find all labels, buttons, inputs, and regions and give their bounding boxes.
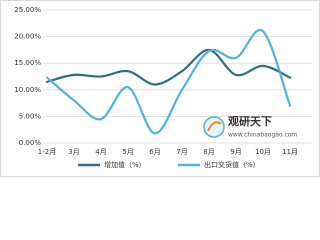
legend-label: 增加值（%） xyxy=(104,160,146,169)
legend-label: 出口交货值（%） xyxy=(204,160,260,169)
x-tick-label: 10月 xyxy=(255,148,271,156)
watermark-logo-swoosh xyxy=(207,121,222,132)
y-tick-label: 20.00% xyxy=(14,33,41,41)
y-tick-label: 10.00% xyxy=(14,86,41,94)
y-tick-label: 0.00% xyxy=(19,139,42,147)
x-tick-label: 11月 xyxy=(282,148,298,156)
watermark-url: www.chinabaogao.com xyxy=(228,132,297,139)
chart-border xyxy=(0,0,320,177)
watermark-name: 观研天下 xyxy=(228,115,272,128)
x-tick-label: 4月 xyxy=(95,148,106,156)
y-tick-label: 5.00% xyxy=(19,112,42,120)
watermark-logo xyxy=(203,116,225,138)
x-tick-label: 5月 xyxy=(122,148,133,156)
y-tick-label: 15.00% xyxy=(14,59,41,67)
page: {"chart_data": {"type": "line", "categor… xyxy=(0,0,320,177)
x-tick-label: 1-2月 xyxy=(38,148,56,156)
x-tick-label: 3月 xyxy=(68,148,79,156)
watermark: 观研天下 www.chinabaogao.com xyxy=(203,115,297,139)
x-tick-label: 9月 xyxy=(230,148,241,156)
x-tick-label: 7月 xyxy=(176,148,187,156)
chart: 0.00% 5.00% 10.00% 15.00% 20.00% 25.00% 1-2月 3月… xyxy=(0,0,320,177)
line-series xyxy=(45,48,292,86)
x-tick-label: 6月 xyxy=(149,148,160,156)
y-tick-label: 25.00% xyxy=(14,6,41,14)
x-tick-label: 8月 xyxy=(203,148,214,156)
line-series xyxy=(45,28,292,135)
